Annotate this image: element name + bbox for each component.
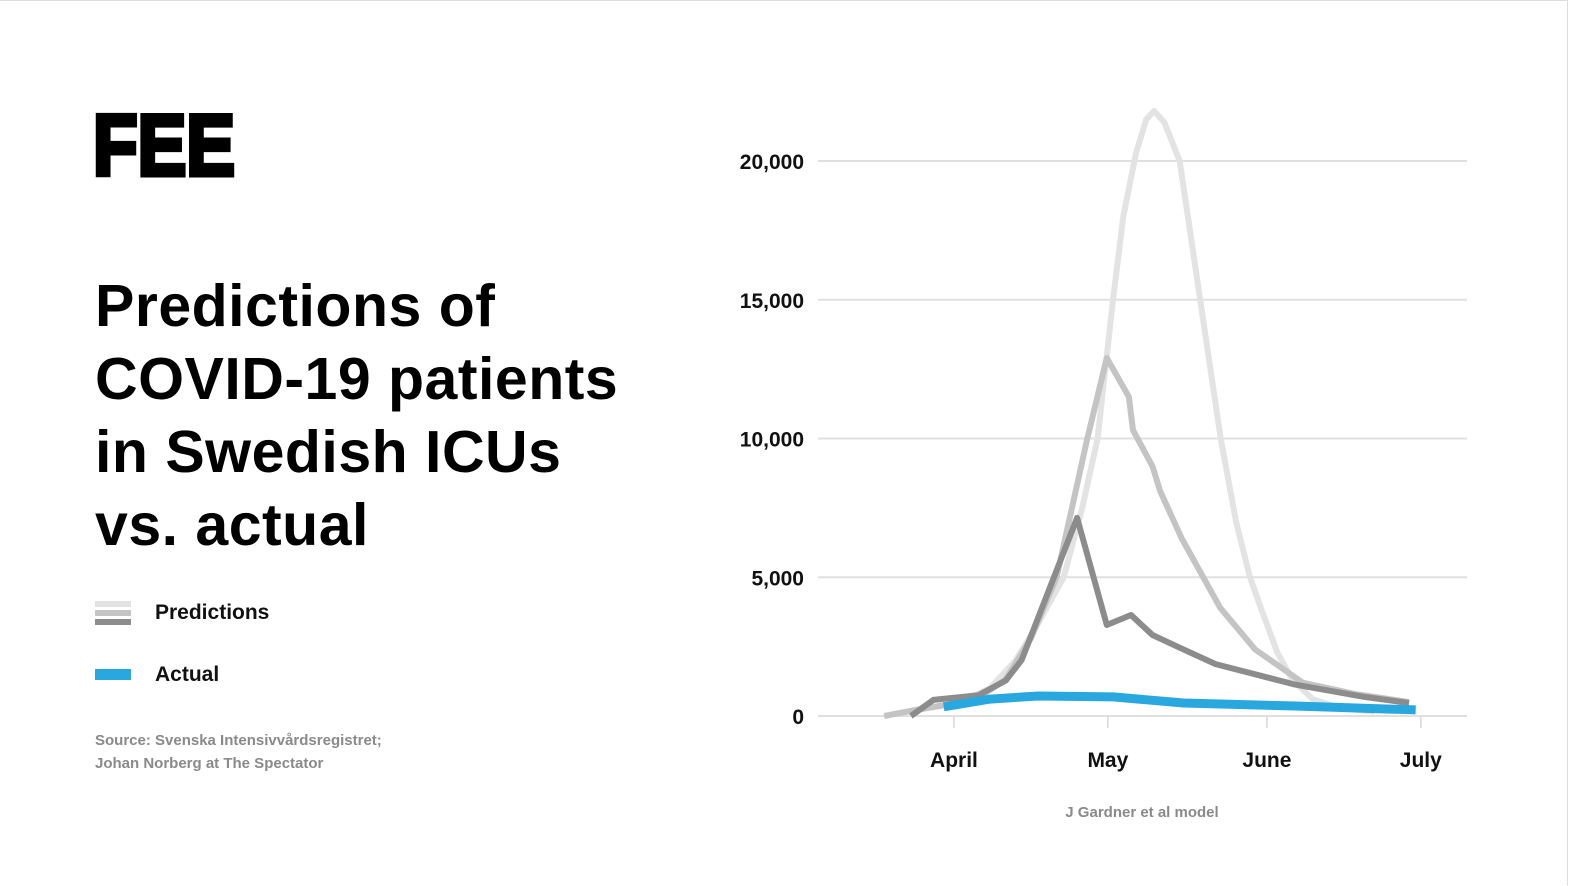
legend-predictions: Predictions <box>95 601 269 625</box>
series-line-prediction-3 <box>909 514 1410 719</box>
source-note: Source: Svenska Intensivvårdsregistret; … <box>95 729 382 775</box>
x-tick-label: June <box>1242 749 1291 772</box>
title-line: vs. actual <box>95 492 369 558</box>
source-line: Johan Norberg at The Spectator <box>95 755 324 772</box>
model-note: J Gardner et al model <box>1065 804 1218 821</box>
x-tick-label: July <box>1400 749 1442 772</box>
y-tick-label: 0 <box>792 706 804 729</box>
series-line-prediction-2 <box>883 355 1410 719</box>
source-line: Source: Svenska Intensivvårdsregistret; <box>95 732 382 749</box>
legend-actual: Actual <box>95 663 219 686</box>
actual-swatch-icon <box>95 669 131 680</box>
title-line: COVID-19 patients <box>95 346 619 412</box>
x-tick-label: May <box>1087 749 1128 772</box>
y-tick-label: 20,000 <box>740 151 804 174</box>
fee-logo: FEE <box>93 104 238 184</box>
x-tick-label: April <box>930 749 978 772</box>
logo-text: FEE <box>93 104 235 184</box>
y-tick-label: 5,000 <box>751 567 804 590</box>
chart-title: Predictions of COVID-19 patients in Swed… <box>95 270 618 562</box>
y-tick-label: 15,000 <box>740 290 804 313</box>
legend-actual-label: Actual <box>155 663 220 686</box>
series-line-actual <box>942 691 1416 715</box>
title-line: Predictions of <box>95 273 496 339</box>
legend-predictions-label: Predictions <box>155 601 270 624</box>
predictions-swatch-icon <box>95 601 131 625</box>
series-line-prediction-1 <box>952 108 1376 715</box>
title-line: in Swedish ICUs <box>95 419 562 485</box>
y-tick-label: 10,000 <box>740 429 804 452</box>
